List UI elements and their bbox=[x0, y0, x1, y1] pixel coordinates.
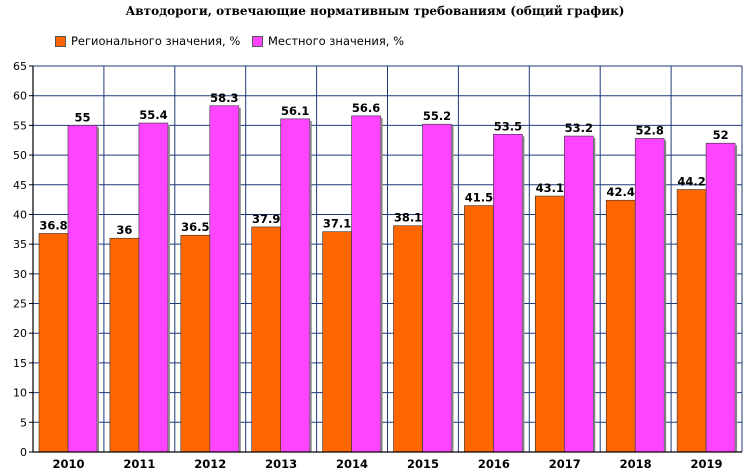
bar-regional bbox=[393, 225, 423, 453]
data-label-regional: 42.4 bbox=[607, 185, 635, 199]
y-tick-label: 5 bbox=[20, 416, 27, 429]
data-label-regional: 36 bbox=[116, 223, 132, 237]
data-label-local: 58.3 bbox=[210, 91, 238, 105]
bar-local bbox=[209, 105, 240, 453]
bar-shadow bbox=[735, 145, 738, 452]
x-tick-label: 2010 bbox=[52, 457, 84, 471]
bar-shadow bbox=[238, 107, 241, 452]
bar-shadow bbox=[97, 127, 99, 452]
data-label-regional: 37.1 bbox=[323, 217, 351, 231]
y-tick-label: 25 bbox=[13, 298, 27, 311]
y-tick-label: 40 bbox=[13, 208, 27, 221]
y-tick-label: 15 bbox=[13, 357, 27, 370]
bar-shadow bbox=[167, 125, 170, 453]
data-label-regional: 38.1 bbox=[394, 211, 422, 225]
data-label-local: 53.5 bbox=[494, 119, 522, 133]
y-tick-label: 65 bbox=[13, 60, 27, 73]
data-label-regional: 41.5 bbox=[465, 191, 493, 205]
bar-local bbox=[634, 138, 665, 453]
bar-regional bbox=[534, 195, 565, 453]
x-tick-label: 2012 bbox=[194, 457, 226, 471]
data-label-local: 53.2 bbox=[565, 121, 593, 135]
bar-shadow bbox=[664, 140, 667, 453]
bar-regional bbox=[180, 234, 211, 453]
bar-local bbox=[351, 115, 381, 453]
bar-regional bbox=[676, 189, 707, 453]
data-label-regional: 43.1 bbox=[536, 181, 564, 195]
bar-regional bbox=[605, 199, 636, 453]
bar-shadow bbox=[593, 138, 596, 452]
y-tick-label: 0 bbox=[20, 446, 27, 459]
data-label-regional: 36.5 bbox=[181, 220, 209, 234]
y-tick-label: 60 bbox=[13, 90, 27, 103]
x-tick-label: 2011 bbox=[123, 457, 155, 471]
chart-title: Автодороги, отвечающие нормативным требо… bbox=[125, 4, 625, 18]
bar-local bbox=[493, 133, 523, 453]
x-tick-label: 2017 bbox=[549, 457, 581, 471]
y-tick-label: 20 bbox=[13, 327, 27, 340]
bar-local bbox=[422, 123, 452, 453]
bar-regional bbox=[322, 231, 352, 453]
bar-local bbox=[280, 118, 311, 453]
y-tick-label: 35 bbox=[13, 238, 27, 251]
legend: Регионального значения, % Местного значе… bbox=[0, 34, 750, 50]
data-label-regional: 36.8 bbox=[39, 218, 67, 232]
y-tick-label: 45 bbox=[13, 179, 27, 192]
bar-regional bbox=[109, 237, 140, 453]
bar-regional bbox=[464, 205, 494, 453]
x-tick-label: 2016 bbox=[478, 457, 510, 471]
legend-label-regional: Регионального значения, % bbox=[71, 34, 241, 48]
bar-local bbox=[705, 142, 736, 453]
data-label-local: 55 bbox=[74, 110, 90, 124]
x-tick-label: 2015 bbox=[407, 457, 439, 471]
y-tick-label: 55 bbox=[13, 119, 27, 132]
legend-item-local: Местного значения, % bbox=[252, 34, 404, 48]
legend-swatch-local bbox=[252, 35, 263, 47]
data-label-regional: 37.9 bbox=[252, 212, 280, 226]
x-tick-label: 2014 bbox=[336, 457, 368, 471]
bar-regional bbox=[38, 233, 69, 453]
legend-item-regional: Регионального значения, % bbox=[55, 34, 240, 48]
bar-shadow bbox=[380, 117, 383, 452]
data-label-local: 56.1 bbox=[281, 104, 309, 118]
bar-local bbox=[67, 125, 98, 453]
data-label-local: 52 bbox=[713, 128, 729, 142]
data-label-local: 55.4 bbox=[139, 108, 167, 122]
legend-label-local: Местного значения, % bbox=[268, 34, 405, 48]
bar-regional bbox=[251, 226, 281, 453]
data-label-local: 52.8 bbox=[636, 123, 664, 137]
x-tick-label: 2013 bbox=[265, 457, 297, 471]
data-label-local: 56.6 bbox=[352, 101, 380, 115]
bar-local bbox=[563, 135, 594, 453]
data-label-local: 55.2 bbox=[423, 109, 451, 123]
y-tick-label: 50 bbox=[13, 149, 27, 162]
x-tick-label: 2019 bbox=[691, 457, 723, 471]
bar-local bbox=[138, 122, 169, 453]
y-tick-label: 10 bbox=[13, 387, 27, 400]
x-tick-label: 2018 bbox=[620, 457, 652, 471]
legend-swatch-regional bbox=[55, 35, 66, 47]
data-label-regional: 44.2 bbox=[677, 175, 705, 189]
bar-shadow bbox=[451, 126, 454, 452]
bar-shadow bbox=[522, 136, 525, 453]
bar-shadow bbox=[309, 120, 312, 453]
y-tick-label: 30 bbox=[13, 268, 27, 281]
